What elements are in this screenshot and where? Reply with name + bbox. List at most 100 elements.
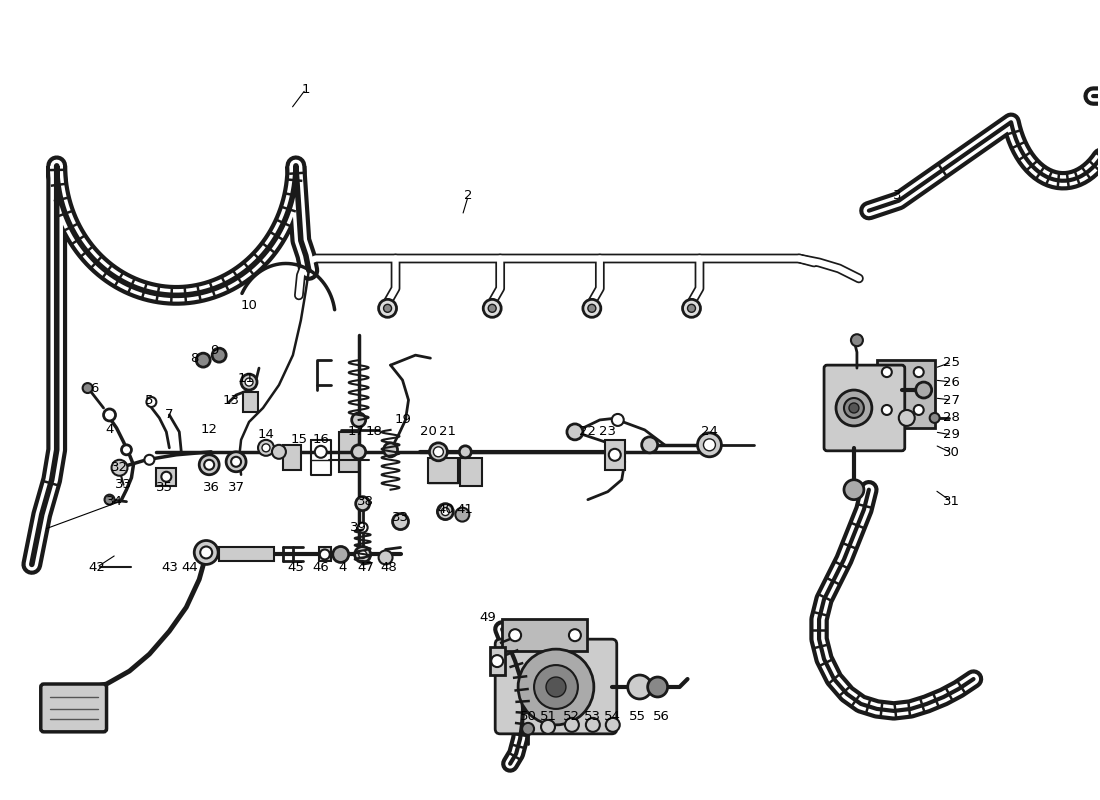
Bar	[428, 458, 459, 482]
Text: 51: 51	[539, 710, 557, 723]
Text: 12: 12	[200, 423, 218, 436]
Text: 43: 43	[161, 561, 178, 574]
Circle shape	[844, 480, 864, 500]
Bar	[219, 547, 274, 562]
Circle shape	[438, 504, 453, 519]
Text: 38: 38	[358, 495, 374, 508]
Circle shape	[546, 677, 565, 697]
Text: 45: 45	[287, 561, 305, 574]
Circle shape	[608, 449, 620, 461]
Text: 33: 33	[116, 478, 132, 491]
Text: 9: 9	[210, 344, 219, 357]
Text: 20: 20	[420, 426, 437, 438]
Bar	[319, 547, 331, 562]
Text: 24: 24	[701, 426, 718, 438]
Text: 33: 33	[392, 511, 409, 524]
Text: 31: 31	[943, 495, 960, 508]
Circle shape	[704, 439, 715, 451]
Text: 25: 25	[943, 356, 960, 369]
Circle shape	[586, 718, 600, 732]
Circle shape	[378, 299, 396, 318]
Text: 49: 49	[480, 610, 496, 624]
Text: 28: 28	[943, 411, 960, 425]
Text: 10: 10	[241, 299, 257, 312]
Circle shape	[915, 382, 932, 398]
Circle shape	[697, 433, 722, 457]
Circle shape	[914, 405, 924, 415]
Circle shape	[648, 677, 668, 697]
Circle shape	[315, 446, 327, 458]
Text: 30: 30	[943, 446, 960, 459]
Text: 53: 53	[584, 710, 602, 723]
Text: 42: 42	[88, 561, 104, 574]
Circle shape	[688, 304, 695, 312]
Text: 27: 27	[943, 394, 960, 406]
Text: 5: 5	[145, 394, 154, 406]
Text: 7: 7	[165, 409, 174, 422]
Circle shape	[565, 718, 579, 732]
Text: 23: 23	[600, 426, 616, 438]
Text: 39: 39	[350, 521, 367, 534]
Circle shape	[641, 437, 658, 453]
Circle shape	[146, 397, 156, 407]
Circle shape	[231, 457, 241, 466]
Bar	[877, 360, 935, 428]
Circle shape	[358, 522, 367, 533]
Bar	[503, 619, 587, 651]
Circle shape	[882, 367, 892, 377]
Circle shape	[205, 460, 214, 470]
Text: 52: 52	[563, 710, 581, 723]
Text: 3: 3	[892, 190, 901, 202]
Circle shape	[212, 348, 227, 362]
Circle shape	[352, 413, 365, 427]
Circle shape	[429, 443, 448, 461]
Text: 32: 32	[111, 462, 128, 474]
Text: 40: 40	[437, 503, 453, 516]
Circle shape	[488, 304, 496, 312]
Text: 15: 15	[290, 434, 307, 446]
Circle shape	[535, 665, 578, 709]
Text: 55: 55	[629, 710, 646, 723]
Circle shape	[320, 550, 330, 559]
Circle shape	[460, 446, 471, 458]
Circle shape	[262, 444, 270, 452]
Text: 16: 16	[312, 434, 329, 446]
Circle shape	[241, 374, 257, 390]
Text: 46: 46	[312, 561, 329, 574]
FancyBboxPatch shape	[824, 365, 905, 451]
Text: 22: 22	[580, 426, 596, 438]
Circle shape	[200, 546, 212, 558]
Circle shape	[899, 410, 915, 426]
Text: 4: 4	[106, 423, 113, 436]
Text: 41: 41	[456, 503, 474, 516]
Circle shape	[195, 541, 218, 565]
Circle shape	[844, 398, 864, 418]
Text: 29: 29	[943, 428, 960, 442]
Circle shape	[836, 390, 872, 426]
Circle shape	[612, 414, 624, 426]
Circle shape	[355, 497, 370, 510]
Bar	[339, 432, 359, 472]
Circle shape	[914, 367, 924, 377]
Circle shape	[433, 447, 443, 457]
Text: 1: 1	[301, 82, 310, 95]
Text: 35: 35	[156, 481, 173, 494]
Text: 19: 19	[394, 414, 411, 426]
Circle shape	[333, 546, 349, 562]
Circle shape	[144, 455, 154, 465]
Text: 14: 14	[257, 428, 274, 442]
Circle shape	[455, 508, 470, 522]
Circle shape	[583, 299, 601, 318]
Circle shape	[492, 655, 503, 667]
Circle shape	[518, 649, 594, 725]
Circle shape	[393, 514, 408, 530]
Circle shape	[111, 460, 128, 476]
Circle shape	[541, 720, 556, 734]
Circle shape	[272, 445, 286, 458]
Circle shape	[522, 723, 535, 735]
Circle shape	[227, 452, 246, 472]
Circle shape	[566, 424, 583, 440]
Circle shape	[352, 445, 365, 458]
Text: 8: 8	[190, 352, 198, 365]
Text: 26: 26	[943, 375, 960, 389]
